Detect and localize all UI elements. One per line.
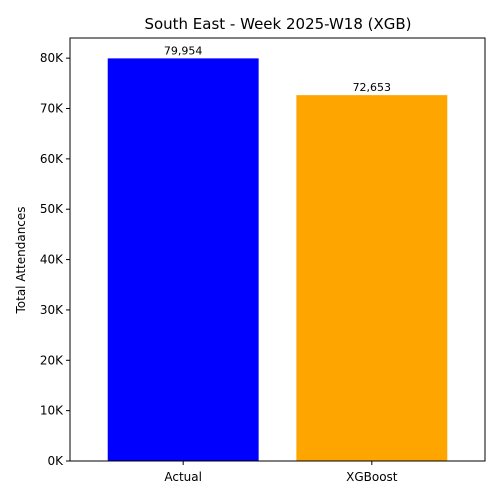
chart-title: South East - Week 2025-W18 (XGB) bbox=[144, 15, 411, 33]
plot-frame bbox=[69, 37, 486, 462]
bars-layer bbox=[107, 58, 448, 461]
bar-actual bbox=[107, 58, 259, 461]
x-axis-ticks: Actual XGBoost bbox=[164, 461, 398, 484]
y-tick-label: 30K bbox=[40, 303, 64, 317]
bar-value-label: 72,653 bbox=[353, 81, 392, 94]
y-tick-label: 70K bbox=[40, 102, 64, 116]
y-tick-label: 60K bbox=[40, 152, 64, 166]
x-tick-label: Actual bbox=[164, 470, 202, 484]
y-tick-label: 20K bbox=[40, 353, 64, 367]
y-tick-label: 0K bbox=[47, 454, 64, 468]
y-tick-label: 50K bbox=[40, 202, 64, 216]
y-axis-label: Total Attendances bbox=[14, 206, 28, 314]
y-tick-label: 40K bbox=[40, 253, 64, 267]
bar-xgboost bbox=[296, 95, 448, 461]
y-tick-label: 80K bbox=[40, 51, 64, 65]
bar-value-label: 79,954 bbox=[164, 44, 203, 57]
x-tick-label: XGBoost bbox=[346, 470, 398, 484]
y-tick-label: 10K bbox=[40, 404, 64, 418]
y-axis-ticks: 0K 10K 20K 30K 40K 50K 60K 70K 80K bbox=[40, 51, 70, 468]
value-labels-layer: 79,954 72,653 bbox=[164, 44, 391, 94]
